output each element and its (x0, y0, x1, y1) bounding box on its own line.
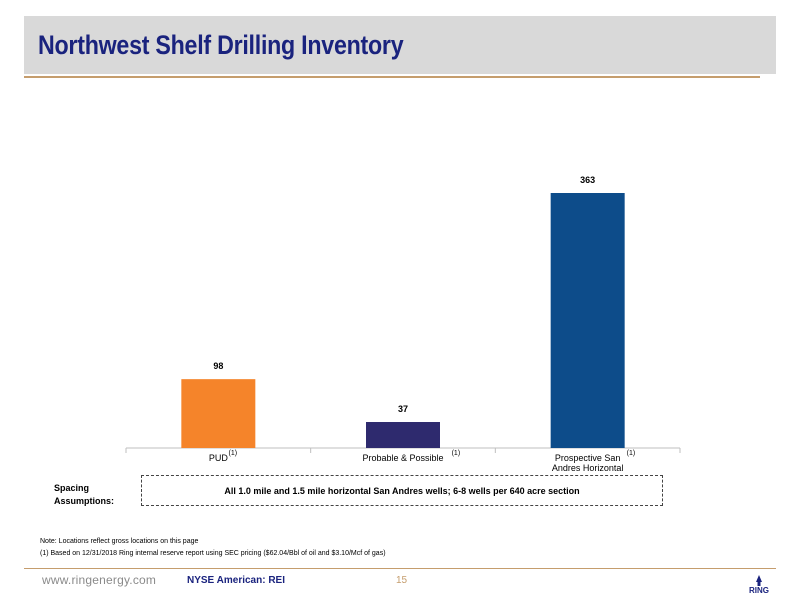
category-footnote-2: (1) (627, 450, 636, 457)
header-band (24, 16, 776, 74)
category-label-1-0: Probable & Possible (362, 453, 443, 463)
data-label-2: 363 (580, 175, 595, 185)
category-label-2-1: Andres Horizontal (552, 463, 624, 473)
category-label-2-0: Prospective San (555, 453, 621, 463)
spacing-label: Spacing Assumptions: (54, 482, 114, 508)
footer-website-link[interactable]: www.ringenergy.com (42, 573, 157, 587)
note-locations: Note: Locations reflect gross locations … (40, 538, 199, 545)
category-label-0-0: PUD (209, 453, 229, 463)
spacing-assumptions-box: All 1.0 mile and 1.5 mile horizontal San… (141, 475, 663, 506)
bar-2 (550, 193, 625, 448)
page-number: 15 (396, 575, 408, 586)
data-label-1: 37 (398, 404, 408, 414)
data-label-0: 98 (213, 361, 223, 371)
ring-logo-icon: RING (749, 575, 769, 595)
bar-0 (181, 379, 256, 448)
footer-divider (24, 568, 776, 569)
footer-ticker: NYSE American: REI (187, 575, 285, 586)
category-footnote-1: (1) (452, 450, 461, 457)
page-title: Northwest Shelf Drilling Inventory (38, 30, 404, 60)
spacing-label-line1: Spacing (54, 483, 90, 493)
logo-text: RING (749, 586, 769, 595)
header-divider (24, 76, 760, 78)
spacing-assumptions-text: All 1.0 mile and 1.5 mile horizontal San… (224, 485, 580, 496)
category-footnote-0: (1) (229, 450, 238, 457)
spacing-label-line2: Assumptions: (54, 496, 115, 506)
bar-1 (366, 422, 440, 448)
note-footnote: (1) Based on 12/31/2018 Ring internal re… (40, 550, 386, 557)
